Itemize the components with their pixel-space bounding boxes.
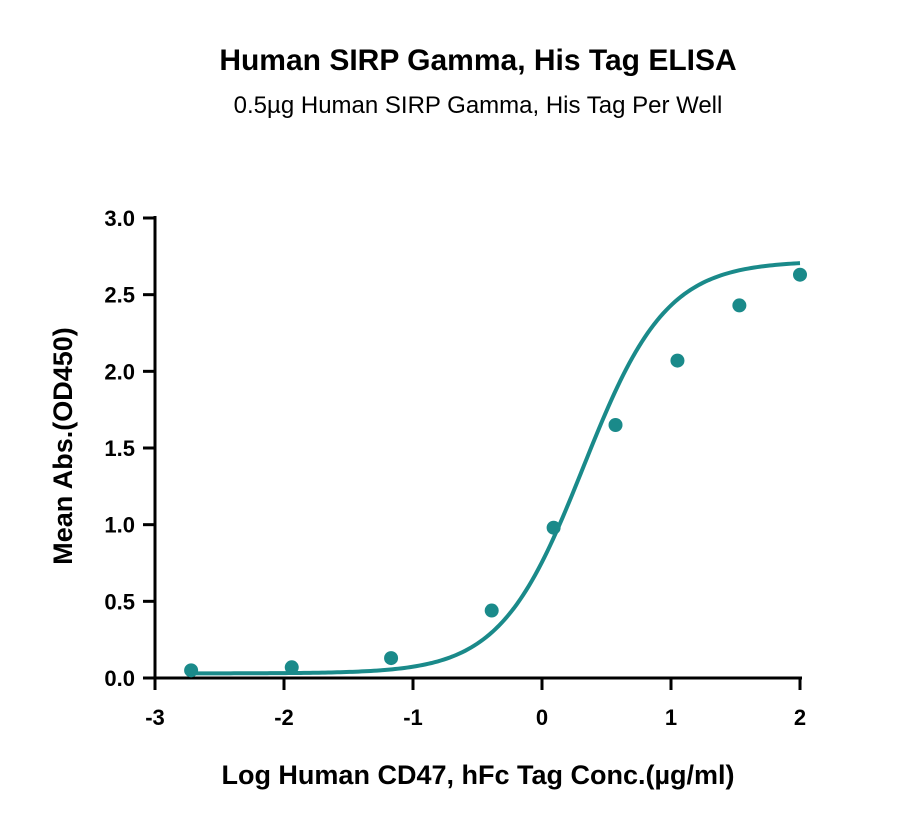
y-ticks: 0.0 0.5 1.0 1.5 2.0 2.5 3.0 bbox=[104, 206, 155, 691]
axes bbox=[153, 216, 802, 680]
data-point bbox=[608, 418, 623, 432]
y-tick-label: 3.0 bbox=[104, 206, 135, 231]
y-axis-label: Mean Abs.(OD450) bbox=[48, 327, 78, 565]
chart-title: Human SIRP Gamma, His Tag ELISA bbox=[219, 44, 736, 77]
y-tick-label: 0.0 bbox=[104, 666, 135, 691]
series-group bbox=[184, 261, 807, 678]
y-tick-label: 1.5 bbox=[104, 436, 135, 461]
data-point bbox=[546, 520, 561, 535]
data-point bbox=[484, 603, 499, 618]
x-tick-label: -1 bbox=[403, 705, 423, 730]
x-ticks: -3 -2 -1 0 1 2 bbox=[145, 678, 806, 730]
y-tick-label: 1.0 bbox=[104, 513, 135, 538]
data-point bbox=[384, 651, 399, 666]
y-tick-label: 2.5 bbox=[104, 283, 135, 308]
data-point bbox=[793, 267, 807, 282]
chart-subtitle: 0.5µg Human SIRP Gamma, His Tag Per Well bbox=[234, 92, 723, 119]
y-tick-label: 2.0 bbox=[104, 359, 135, 384]
x-tick-label: 2 bbox=[794, 705, 806, 730]
data-point bbox=[670, 353, 685, 368]
x-axis-label: Log Human CD47, hFc Tag Conc.(µg/ml) bbox=[221, 760, 734, 790]
data-point bbox=[284, 660, 299, 675]
x-tick-label: 0 bbox=[536, 705, 548, 730]
x-tick-label: -2 bbox=[274, 705, 294, 730]
data-point bbox=[732, 298, 747, 313]
y-tick-label: 0.5 bbox=[104, 589, 135, 614]
x-tick-label: -3 bbox=[145, 705, 165, 730]
data-point bbox=[184, 663, 199, 678]
x-tick-label: 1 bbox=[665, 705, 677, 730]
